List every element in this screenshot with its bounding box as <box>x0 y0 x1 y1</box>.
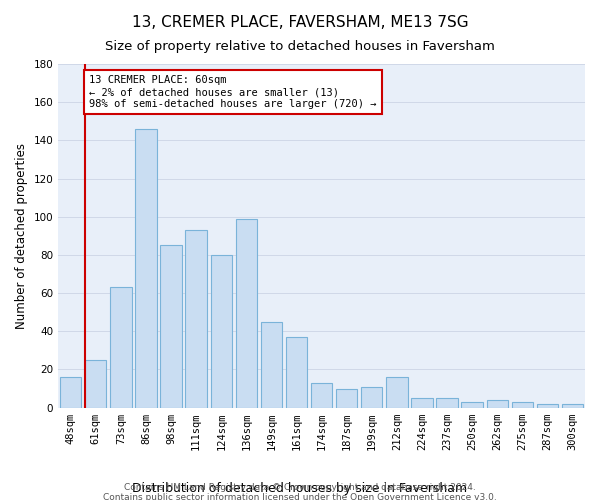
Bar <box>286 337 307 407</box>
Bar <box>487 400 508 407</box>
Bar <box>562 404 583 407</box>
Bar <box>160 246 182 408</box>
Bar <box>211 255 232 408</box>
Bar <box>361 386 382 407</box>
Text: Size of property relative to detached houses in Faversham: Size of property relative to detached ho… <box>105 40 495 53</box>
Text: 13 CREMER PLACE: 60sqm
← 2% of detached houses are smaller (13)
98% of semi-deta: 13 CREMER PLACE: 60sqm ← 2% of detached … <box>89 76 376 108</box>
Y-axis label: Number of detached properties: Number of detached properties <box>15 143 28 329</box>
Bar <box>411 398 433 407</box>
Bar <box>85 360 106 408</box>
Text: Contains HM Land Registry data © Crown copyright and database right 2024.
Contai: Contains HM Land Registry data © Crown c… <box>103 483 497 500</box>
Text: Distribution of detached houses by size in Faversham: Distribution of detached houses by size … <box>133 482 467 495</box>
Bar <box>512 402 533 407</box>
Bar <box>136 129 157 407</box>
Bar <box>236 218 257 408</box>
Text: 13, CREMER PLACE, FAVERSHAM, ME13 7SG: 13, CREMER PLACE, FAVERSHAM, ME13 7SG <box>131 15 469 30</box>
Bar <box>336 388 358 407</box>
Bar <box>537 404 558 407</box>
Bar <box>386 377 407 408</box>
Bar <box>436 398 458 407</box>
Bar <box>311 383 332 407</box>
Bar <box>110 288 131 408</box>
Bar <box>461 402 483 407</box>
Bar <box>261 322 282 408</box>
Bar <box>185 230 207 408</box>
Bar <box>60 377 82 408</box>
